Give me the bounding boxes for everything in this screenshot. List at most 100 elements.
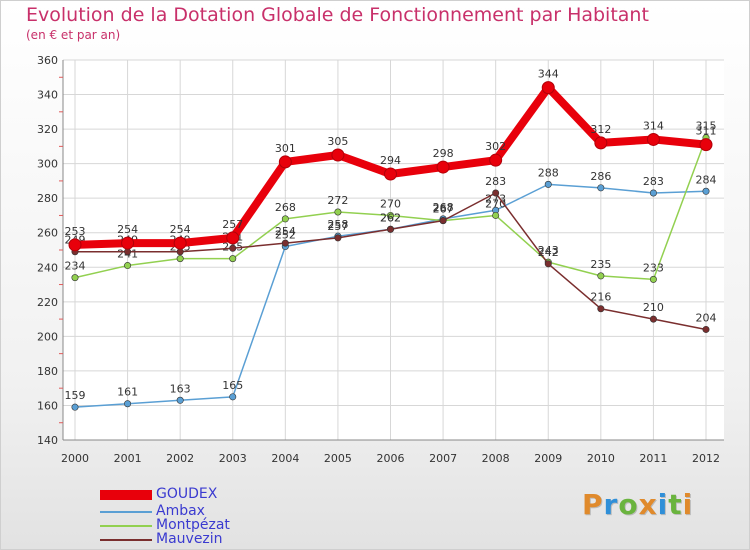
chart-title: Evolution de la Dotation Globale de Fonc… xyxy=(26,4,649,26)
legend-swatch xyxy=(100,490,152,500)
data-label: 314 xyxy=(643,119,664,132)
plot-area xyxy=(63,60,724,440)
data-label: 311 xyxy=(696,125,717,138)
x-tick-label: 2011 xyxy=(639,452,667,465)
logo-letter: o xyxy=(618,488,639,521)
data-point xyxy=(649,315,657,323)
data-point xyxy=(121,236,135,250)
data-label: 298 xyxy=(433,147,454,160)
data-label: 165 xyxy=(222,379,243,392)
data-label: 163 xyxy=(170,382,191,395)
data-point xyxy=(597,272,605,280)
x-tick-label: 2008 xyxy=(482,452,510,465)
data-label: 267 xyxy=(433,203,454,216)
data-point xyxy=(229,244,237,252)
legend-swatch xyxy=(100,525,152,527)
x-tick-label: 2003 xyxy=(219,452,247,465)
data-point xyxy=(176,396,184,404)
y-tick-label: 220 xyxy=(37,296,58,309)
data-label: 159 xyxy=(65,389,86,402)
y-tick-label: 140 xyxy=(37,434,58,447)
data-point xyxy=(489,153,503,167)
data-point xyxy=(124,400,132,408)
data-point xyxy=(436,160,450,174)
x-tick-label: 2004 xyxy=(271,452,299,465)
data-label: 252 xyxy=(275,229,296,242)
data-point xyxy=(334,208,342,216)
data-point xyxy=(331,148,345,162)
y-tick-label: 340 xyxy=(37,89,58,102)
data-point xyxy=(173,236,187,250)
data-point xyxy=(281,239,289,247)
x-tick-label: 2002 xyxy=(166,452,194,465)
logo-letter: x xyxy=(638,488,658,521)
y-tick-label: 240 xyxy=(37,261,58,274)
data-label: 268 xyxy=(433,201,454,214)
x-tick-label: 2012 xyxy=(692,452,720,465)
y-tick-label: 320 xyxy=(37,123,58,136)
data-point xyxy=(649,275,657,283)
data-label: 288 xyxy=(538,166,559,179)
data-point xyxy=(71,274,79,282)
data-label: 262 xyxy=(380,211,401,224)
data-label: 257 xyxy=(222,218,243,231)
data-label: 305 xyxy=(327,135,348,148)
data-label: 242 xyxy=(538,246,559,259)
data-point xyxy=(544,180,552,188)
data-label: 257 xyxy=(327,220,348,233)
data-label: 284 xyxy=(696,173,717,186)
logo-letter: r xyxy=(603,488,619,521)
data-point xyxy=(278,155,292,169)
data-label: 315 xyxy=(696,120,717,133)
logo-letter: P xyxy=(582,488,604,521)
x-tick-label: 2005 xyxy=(324,452,352,465)
data-point xyxy=(594,136,608,150)
data-label: 267 xyxy=(433,203,454,216)
data-point xyxy=(597,305,605,313)
y-tick-label: 360 xyxy=(37,54,58,67)
data-label: 253 xyxy=(65,225,86,238)
data-label: 210 xyxy=(643,301,664,314)
data-point xyxy=(226,231,240,245)
data-label: 233 xyxy=(643,261,664,274)
data-label: 301 xyxy=(275,142,296,155)
data-label: 204 xyxy=(696,311,717,324)
data-point xyxy=(386,225,394,233)
proxiti-logo: Proxiti xyxy=(582,488,693,521)
data-label: 234 xyxy=(65,260,86,273)
y-tick-label: 160 xyxy=(37,399,58,412)
data-label: 254 xyxy=(170,223,191,236)
data-point xyxy=(124,262,132,270)
data-point xyxy=(229,255,237,263)
data-point xyxy=(229,393,237,401)
data-point xyxy=(646,132,660,146)
data-label: 283 xyxy=(485,175,506,188)
data-point xyxy=(544,260,552,268)
data-label: 161 xyxy=(117,386,138,399)
logo-letter: t xyxy=(668,488,683,521)
legend-label: Ambax xyxy=(156,503,205,519)
legend-label: Montpézat xyxy=(156,517,230,533)
x-tick-label: 2007 xyxy=(429,452,457,465)
x-tick-label: 2001 xyxy=(114,452,142,465)
data-point xyxy=(702,187,710,195)
data-label: 286 xyxy=(590,170,611,183)
y-tick-label: 300 xyxy=(37,158,58,171)
data-point xyxy=(71,403,79,411)
y-tick-label: 280 xyxy=(37,192,58,205)
data-point xyxy=(541,81,555,95)
data-point xyxy=(334,234,342,242)
data-point xyxy=(439,217,447,225)
data-point xyxy=(597,184,605,192)
data-point xyxy=(281,215,289,223)
data-label: 272 xyxy=(327,194,348,207)
data-label: 254 xyxy=(275,225,296,238)
legend-label: Mauvezin xyxy=(156,531,223,547)
y-tick-label: 200 xyxy=(37,330,58,343)
data-point xyxy=(176,255,184,263)
data-label: 216 xyxy=(590,291,611,304)
data-point xyxy=(68,238,82,252)
x-tick-label: 2006 xyxy=(377,452,405,465)
data-label: 243 xyxy=(538,244,559,257)
